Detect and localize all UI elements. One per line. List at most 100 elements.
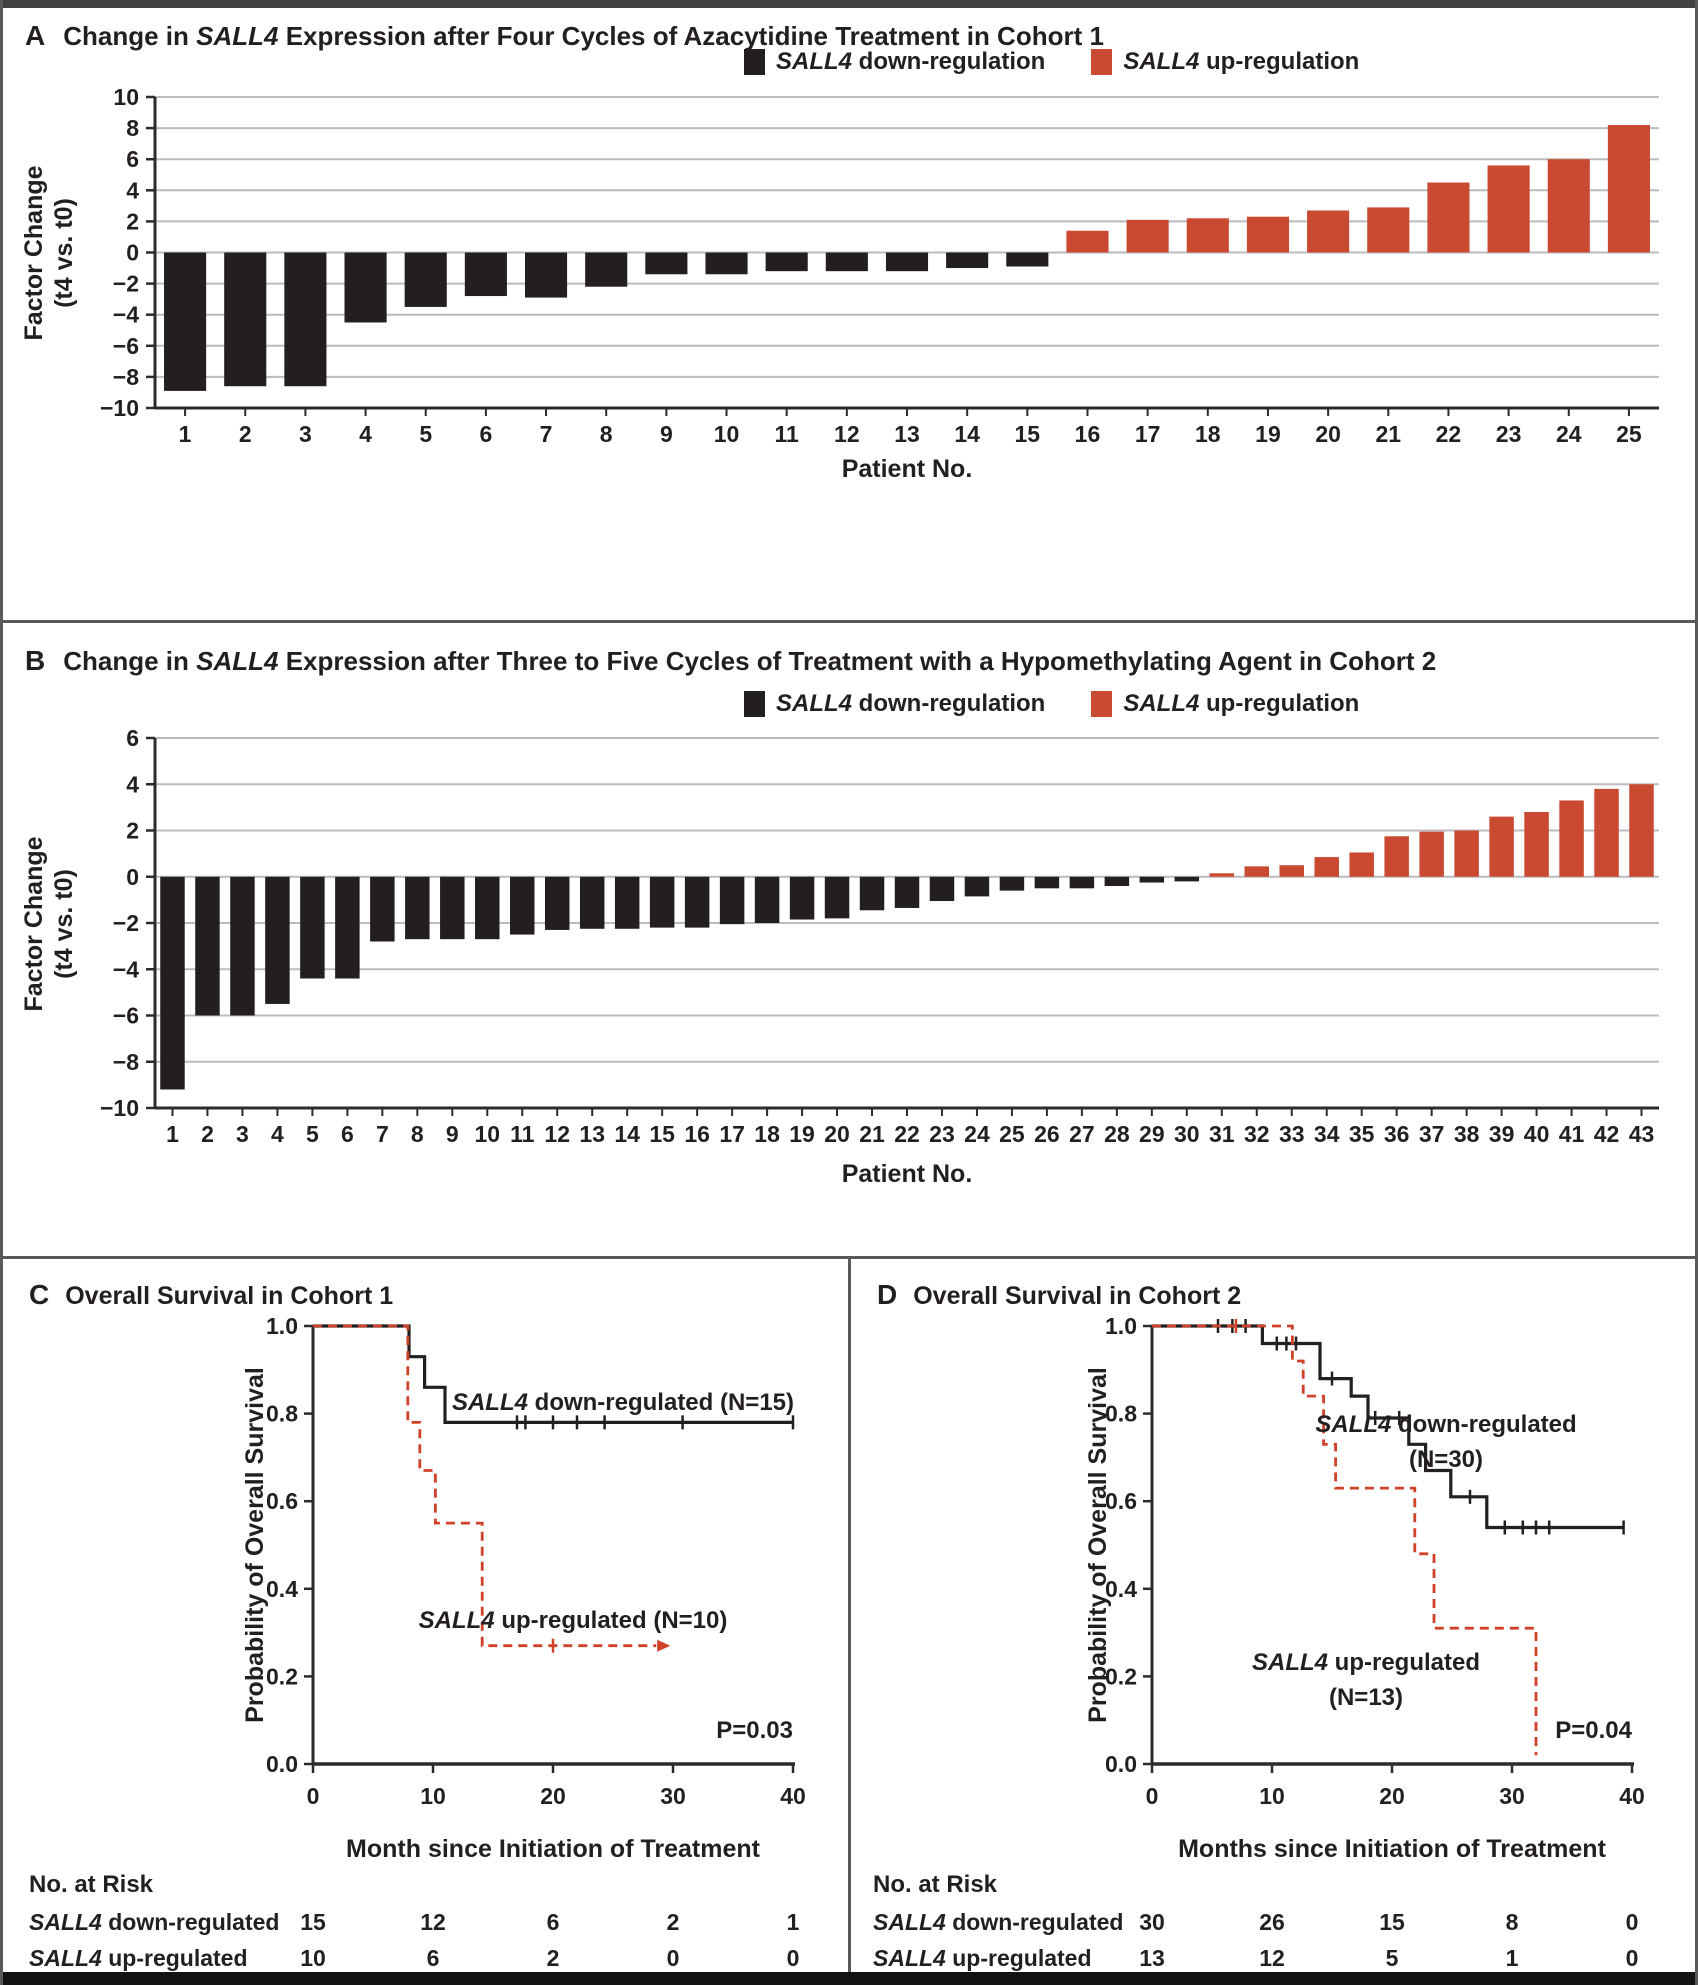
y-tick-label: −6 [113,333,139,359]
panel-d-title: D Overall Survival in Cohort 2 [877,1279,1241,1311]
bar-patient-17 [1126,219,1169,253]
gene-name: SALL4 [873,1945,946,1971]
panel-c-title-text: Overall Survival in Cohort 1 [65,1282,394,1310]
x-tick-label: 0 [1146,1783,1159,1809]
panel-c-title: C Overall Survival in Cohort 1 [29,1279,393,1311]
gene-name: SALL4 [196,646,279,676]
x-tick-label: 3 [236,1121,249,1147]
legend-up-swatch [1091,691,1113,717]
panel-d-p-value: P=0.04 [1555,1717,1632,1744]
bar-patient-24 [964,876,990,897]
arrow-head [657,1639,671,1652]
y-tick-label: 0.6 [266,1488,298,1514]
y-tick-label: −2 [113,271,139,297]
bar-patient-41 [1559,800,1584,877]
y-tick-label: −10 [100,1095,139,1121]
risk-label-text: down-regulated [945,1909,1124,1935]
legend-text: down-regulation [852,690,1046,717]
risk-count: 5 [1385,1945,1399,1971]
x-tick-label: 10 [474,1121,500,1147]
x-tick-label: 10 [420,1783,446,1809]
bar-patient-31 [1209,873,1235,877]
panel-c: C Overall Survival in Cohort 1 Probabili… [3,1259,848,1972]
y-tick-label: 2 [126,818,139,844]
x-tick-label: 10 [714,421,740,447]
risk-row-label: SALL4 up-regulated [29,1945,248,1972]
bar-patient-30 [1174,876,1200,882]
y-tick-label: −4 [113,956,139,982]
x-tick-label: 16 [1075,421,1101,447]
bar-patient-15 [1006,252,1049,267]
panel-d-down-annotation: SALL4 down-regulated (N=30) [1281,1407,1611,1477]
panel-d-xlabel: Months since Initiation of Treatment [1178,1835,1606,1863]
panel-c-survival-chart: 0.0 0.2 0.4 0.6 0.8 1.0 0 10 20 30 40 [266,1313,806,1809]
x-tick-label: 1 [179,421,192,447]
x-tick-label: 12 [834,421,860,447]
x-tick-label: 21 [859,1121,885,1147]
x-tick-label: 13 [579,1121,605,1147]
gene-name: SALL4 [29,1909,102,1935]
bar-patient-9 [645,252,688,275]
bar-patient-42 [1594,788,1619,877]
bar-patient-34 [1314,857,1339,877]
y-tick-label: 6 [126,146,139,172]
x-tick-label: 33 [1279,1121,1305,1147]
risk-count: 30 [1139,1909,1165,1935]
bar-patient-25 [999,876,1025,891]
x-tick-label: 28 [1104,1121,1130,1147]
bar-patient-23 [929,876,955,902]
panel-d: D Overall Survival in Cohort 2 Probabili… [848,1259,1695,1972]
bar-patient-13 [579,876,605,929]
legend-text: up-regulation [1199,690,1360,717]
x-tick-label: 23 [1496,421,1522,447]
panel-b: B Change in SALL4 Expression after Three… [3,623,1695,1259]
x-tick-label: 15 [1015,421,1041,447]
annotation-line: (N=30) [1408,1446,1484,1473]
x-tick-label: 27 [1069,1121,1095,1147]
x-tick-label: 36 [1384,1121,1410,1147]
bar-patient-33 [1279,865,1304,877]
annotation-line: SALL4 up-regulated [1201,1645,1531,1680]
y-tick-label: −2 [113,910,139,936]
bar-patient-12 [544,876,570,930]
panel-d-letter: D [877,1279,898,1310]
bar-patient-8 [405,876,430,940]
risk-count: 6 [426,1945,440,1971]
x-tick-label: 20 [540,1783,566,1809]
x-tick-label: 40 [780,1783,806,1809]
risk-count: 15 [300,1909,326,1935]
x-tick-label: 38 [1454,1121,1480,1147]
panel-b-letter: B [25,645,46,676]
x-tick-label: 15 [649,1121,675,1147]
x-tick-label: 10 [1259,1783,1285,1809]
gene-name: SALL4 [196,21,279,51]
gene-name: SALL4 [1315,1411,1392,1438]
bar-patient-35 [1349,852,1374,877]
x-tick-label: 6 [341,1121,354,1147]
x-tick-label: 7 [376,1121,389,1147]
bar-patient-36 [1384,836,1409,877]
x-tick-label: 8 [411,1121,424,1147]
title-part: Change in [63,646,197,676]
bar-patient-9 [440,876,465,940]
x-tick-label: 32 [1244,1121,1270,1147]
y-tick-label: 8 [126,115,139,141]
bar-patient-22 [1427,182,1470,253]
bottom-border-strip [3,1972,1695,1985]
risk-count: 0 [1625,1945,1639,1971]
bar-patient-6 [464,252,507,297]
gene-name: SALL4 [1123,48,1200,75]
panel-a-legend: SALL4 down-regulation SALL4 up-regulatio… [744,48,1405,76]
risk-count: 0 [786,1945,800,1971]
bar-patient-8 [585,252,628,287]
risk-row-label: SALL4 up-regulated [873,1945,1092,1972]
bar-patient-29 [1139,876,1165,883]
y-tick-label: −8 [113,364,139,390]
x-tick-label: 7 [540,421,553,447]
gene-name: SALL4 [418,1607,495,1634]
bar-patient-16 [1066,230,1109,253]
panel-d-survival-chart: 0.0 0.2 0.4 0.6 0.8 1.0 0 10 20 30 40 [1105,1313,1645,1809]
x-tick-label: 20 [1315,421,1341,447]
x-tick-label: 2 [201,1121,214,1147]
bar-patient-38 [1454,830,1479,877]
